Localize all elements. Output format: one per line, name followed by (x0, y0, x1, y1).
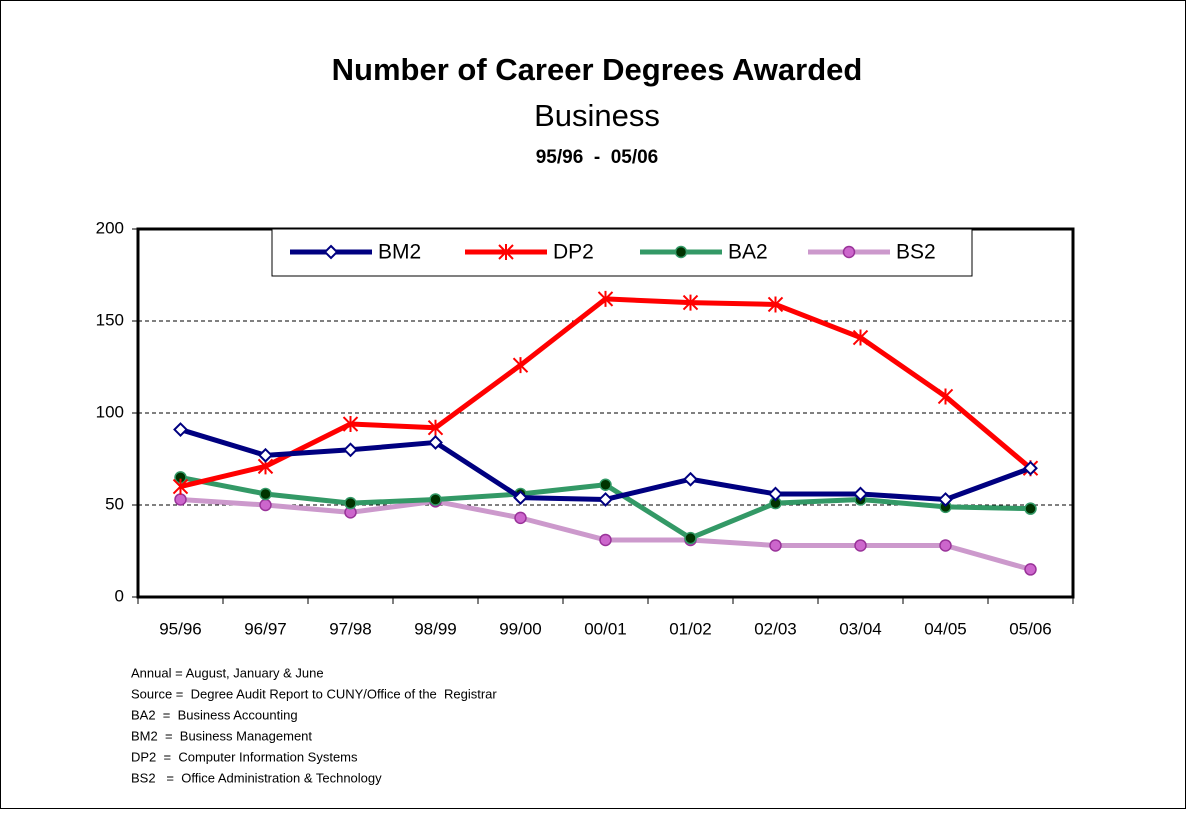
legend-label: DP2 (553, 241, 594, 264)
x-tick-label: 04/05 (924, 619, 967, 638)
x-tick-label: 95/96 (159, 619, 202, 638)
y-tick-label: 150 (96, 310, 124, 329)
x-tick-label: 02/03 (754, 619, 797, 638)
marker (343, 442, 358, 458)
marker (1023, 460, 1038, 476)
marker (937, 388, 954, 405)
marker (599, 478, 612, 492)
chart-title: Number of Career Degrees Awarded (332, 52, 863, 87)
x-tick-label: 00/01 (584, 619, 627, 638)
marker (428, 435, 443, 450)
marker (173, 422, 188, 437)
marker (769, 539, 782, 552)
marker (682, 294, 699, 311)
x-tick-label: 98/99 (414, 619, 457, 638)
legend-label: BS2 (896, 241, 936, 264)
marker (597, 290, 614, 307)
footnote: BS2 = Office Administration & Technology (131, 770, 382, 785)
marker (172, 478, 189, 495)
footnote: BM2 = Business Management (131, 728, 312, 743)
marker (842, 245, 856, 259)
footnote: Annual = August, January & June (131, 665, 324, 680)
footnote: BA2 = Business Accounting (131, 707, 298, 722)
marker (768, 486, 783, 502)
x-tick-label: 03/04 (839, 619, 882, 638)
marker (259, 487, 272, 501)
y-tick-label: 200 (96, 218, 124, 237)
footnote: DP2 = Computer Information Systems (131, 749, 358, 764)
marker (174, 493, 187, 506)
marker (599, 533, 612, 547)
marker (598, 492, 613, 507)
marker (853, 486, 868, 502)
legend-label: BM2 (378, 241, 421, 264)
marker (852, 329, 869, 346)
x-tick-label: 96/97 (244, 619, 287, 638)
chart-subtitle: Business (534, 98, 660, 133)
footnote: Source = Degree Audit Report to CUNY/Off… (131, 686, 497, 701)
marker (514, 511, 527, 525)
marker (323, 244, 339, 260)
chart-period: 95/96 - 05/06 (536, 147, 659, 168)
marker (854, 539, 867, 552)
marker (258, 447, 273, 463)
marker (427, 419, 444, 436)
y-tick-label: 100 (96, 402, 124, 421)
x-tick-label: 99/00 (499, 619, 542, 638)
y-tick-label: 0 (115, 586, 124, 605)
marker (674, 245, 688, 259)
x-tick-label: 97/98 (329, 619, 372, 638)
marker (684, 531, 697, 545)
marker (939, 539, 952, 552)
marker (512, 357, 529, 374)
marker (498, 244, 514, 260)
marker (429, 493, 442, 506)
y-tick-label: 50 (105, 494, 124, 513)
x-tick-label: 01/02 (669, 619, 712, 638)
marker (683, 471, 698, 487)
marker (342, 416, 359, 433)
marker (767, 296, 784, 313)
marker (938, 492, 953, 507)
x-tick-label: 05/06 (1009, 619, 1052, 638)
marker (1024, 563, 1037, 576)
marker (1024, 502, 1037, 515)
marker (344, 496, 357, 510)
marker (513, 490, 528, 506)
marker (259, 498, 272, 512)
legend-label: BA2 (728, 241, 768, 264)
